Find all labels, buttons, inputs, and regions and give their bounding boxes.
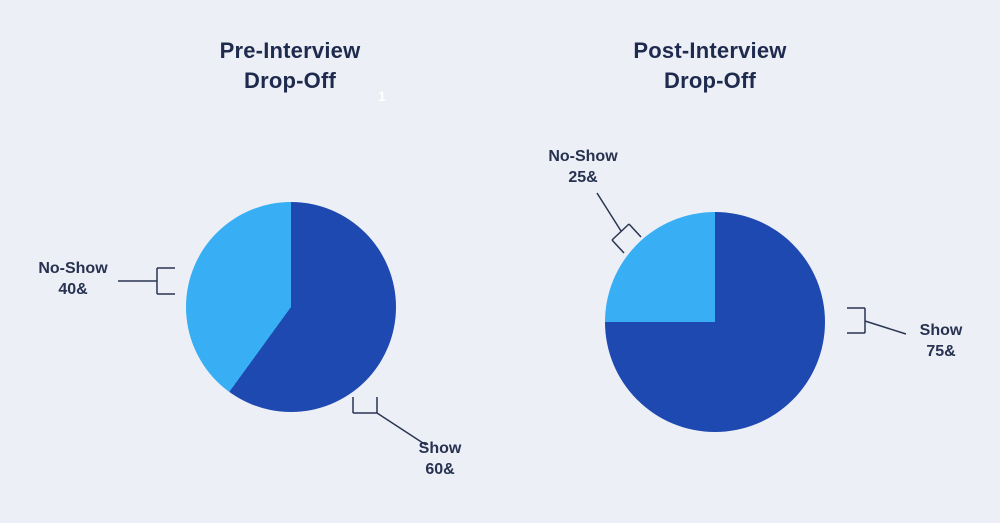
post-no-show-callout: No-Show 25& <box>548 148 618 186</box>
pre-interview-pie <box>186 202 396 412</box>
post-interview-title: Post-Interview Drop-Off <box>633 38 787 93</box>
post-show-callout: Show 75& <box>919 322 963 360</box>
connector-post-no-show <box>596 192 642 254</box>
pre-no-show-callout: No-Show 40& <box>38 260 108 298</box>
pre-interview-title: Pre-Interview Drop-Off <box>219 38 361 93</box>
post-interview-pie <box>605 212 825 432</box>
stray-mark: 1 <box>378 88 386 104</box>
pre-show-callout: Show 60& <box>418 440 462 478</box>
